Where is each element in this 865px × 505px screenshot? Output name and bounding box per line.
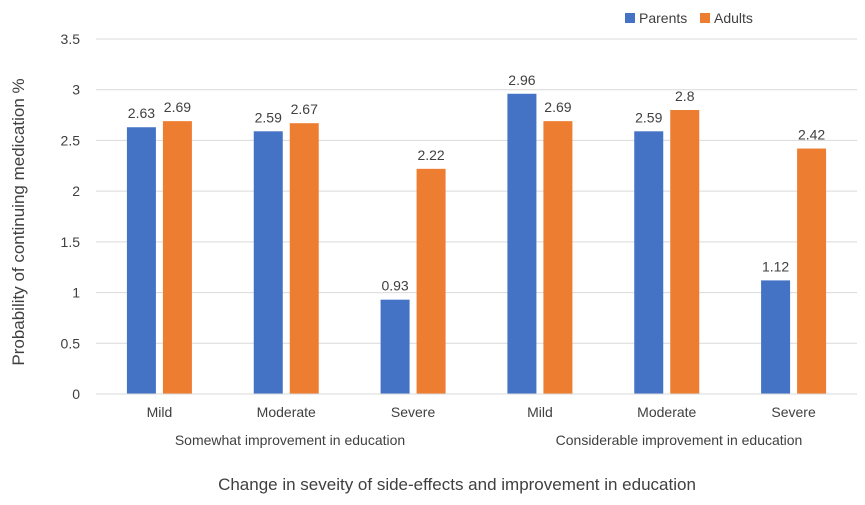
data-label-adults: 2.67 [291, 101, 318, 117]
legend-label-adults: Adults [714, 10, 753, 26]
data-labels: 2.63 2.69 2.59 2.67 0.93 2.22 2.96 2.69 2.59 2.8 1… [128, 72, 826, 294]
y-tick-label: 2 [72, 183, 80, 199]
bar-adults [670, 110, 700, 394]
x-axis-title: Change in seveity of side-effects and im… [218, 475, 696, 494]
y-tick-label: 1 [72, 285, 80, 301]
x-category-label: Mild [527, 404, 553, 420]
data-label-parents: 2.59 [635, 109, 662, 125]
bar-parents [761, 280, 791, 394]
bar-parents [507, 93, 537, 395]
y-tick-label: 3.5 [61, 31, 81, 47]
x-category-label: Severe [391, 404, 436, 420]
bars [126, 93, 827, 395]
y-tick-label: 3 [72, 82, 80, 98]
bar-adults [162, 121, 192, 395]
x-category-label: Severe [771, 404, 816, 420]
legend-label-parents: Parents [639, 10, 687, 26]
y-axis-title: Probability of continuing medication % [9, 78, 28, 365]
data-label-parents: 2.96 [508, 72, 535, 88]
bar-parents [253, 131, 283, 395]
data-label-parents: 2.63 [128, 105, 155, 121]
legend: Parents Adults [625, 10, 753, 26]
bar-adults [543, 121, 573, 395]
y-tick-label: 0.5 [61, 335, 81, 351]
data-label-adults: 2.69 [164, 99, 191, 115]
bar-parents [634, 131, 664, 395]
x-category-label: Mild [147, 404, 173, 420]
gridlines [96, 38, 857, 344]
legend-swatch-adults [700, 13, 710, 23]
y-tick-label: 0 [72, 386, 80, 402]
bar-parents [126, 127, 156, 394]
bar-parents [380, 299, 410, 394]
data-label-adults: 2.42 [798, 127, 825, 143]
x-category-label: Moderate [257, 404, 316, 420]
axes: 0 0.5 1 1.5 2 2.5 3 3.5 Mild Moderate Severe Mild Mo… [61, 31, 857, 420]
data-label-parents: 1.12 [762, 258, 789, 274]
bar-adults [416, 168, 446, 394]
y-tick-label: 2.5 [61, 132, 81, 148]
group-label-somewhat: Somewhat improvement in education [175, 432, 405, 448]
group-label-considerable: Considerable improvement in education [556, 432, 803, 448]
data-label-adults: 2.8 [675, 88, 695, 104]
legend-swatch-parents [625, 13, 635, 23]
y-tick-label: 1.5 [61, 234, 81, 250]
data-label-parents: 0.93 [381, 278, 408, 294]
bar-adults [797, 148, 827, 394]
data-label-adults: 2.22 [417, 147, 444, 163]
bar-adults [289, 123, 319, 394]
data-label-parents: 2.59 [255, 109, 282, 125]
x-category-label: Moderate [637, 404, 696, 420]
data-label-adults: 2.69 [544, 99, 571, 115]
